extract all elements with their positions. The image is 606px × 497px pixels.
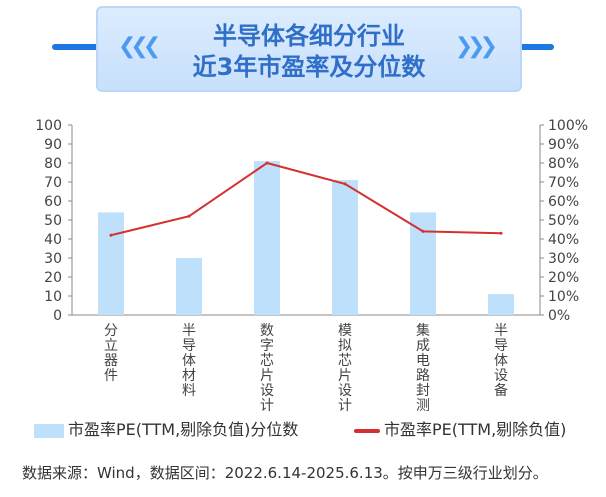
left-tick-label: 70 xyxy=(44,175,62,191)
right-tick-label: 50% xyxy=(548,213,579,229)
left-tick-label: 100 xyxy=(35,118,62,134)
category-label: 半导体材料 xyxy=(182,323,196,399)
right-tick-label: 0% xyxy=(548,308,570,324)
source-note: 数据来源：Wind，数据区间：2022.6.14-2025.6.13。按申万三级… xyxy=(22,464,548,482)
right-tick-label: 100% xyxy=(548,118,588,134)
chart-title-line2: 近3年市盈率及分位数 xyxy=(192,53,426,81)
left-tick-label: 30 xyxy=(44,251,62,267)
category-label: 分立器件 xyxy=(104,323,118,384)
pe-point xyxy=(265,161,269,165)
bar xyxy=(332,180,358,315)
pe-point xyxy=(499,231,503,235)
chart-legend: 市盈率PE(TTM,剔除负值)分位数 市盈率PE(TTM,剔除负值) xyxy=(24,418,604,442)
left-tick-label: 10 xyxy=(44,289,62,305)
bar xyxy=(176,258,202,315)
left-tick-label: 40 xyxy=(44,232,62,248)
right-tick-label: 60% xyxy=(548,194,579,210)
right-tick-label: 40% xyxy=(548,232,579,248)
legend-line-swatch xyxy=(354,428,380,433)
chevron-right-icon: ❯❯❯ xyxy=(454,34,498,59)
banner-line-left xyxy=(52,44,122,50)
pe-line xyxy=(110,161,502,237)
right-tick-label: 10% xyxy=(548,289,579,305)
pe-point xyxy=(109,233,113,237)
legend-bar-swatch xyxy=(34,423,64,438)
bar xyxy=(98,212,124,315)
left-tick-label: 80 xyxy=(44,156,62,172)
legend-bar-label: 市盈率PE(TTM,剔除负值)分位数 xyxy=(68,420,299,439)
bar xyxy=(254,161,280,315)
pe-point xyxy=(187,214,191,218)
left-tick-label: 60 xyxy=(44,194,62,210)
category-label: 数字芯片设计 xyxy=(260,323,274,414)
left-tick-label: 90 xyxy=(44,137,62,153)
bar xyxy=(410,212,436,315)
category-label: 集成电路封测 xyxy=(416,322,430,414)
right-tick-label: 20% xyxy=(548,270,579,286)
category-label: 模拟芯片设计 xyxy=(338,323,352,414)
category-label: 半导体设备 xyxy=(494,323,508,399)
left-tick-label: 0 xyxy=(53,308,62,324)
pe-point xyxy=(343,182,347,186)
right-tick-label: 80% xyxy=(548,156,579,172)
right-tick-label: 70% xyxy=(548,175,579,191)
left-tick-label: 50 xyxy=(44,213,62,229)
chevron-left-icon: ❮❮❮ xyxy=(118,34,161,59)
bar xyxy=(488,294,514,315)
left-tick-label: 20 xyxy=(44,270,62,286)
legend-item-line: 市盈率PE(TTM,剔除负值) xyxy=(354,418,566,442)
pe-chart: 0 10 20 30 40 50 60 70 80 90 100 0% 10% 20% 30% 40% 50% 6… xyxy=(35,118,588,414)
right-tick-label: 90% xyxy=(548,137,579,153)
legend-item-bar: 市盈率PE(TTM,剔除负值)分位数 xyxy=(34,418,298,442)
title-banner: ❮❮❮ ❯❯❯ 半导体各细分行业 近3年市盈率及分位数 xyxy=(96,6,522,92)
legend-line-label: 市盈率PE(TTM,剔除负值) xyxy=(384,420,567,439)
right-tick-label: 30% xyxy=(548,251,579,267)
pe-point xyxy=(421,229,425,233)
chart-title-line1: 半导体各细分行业 xyxy=(213,22,405,50)
